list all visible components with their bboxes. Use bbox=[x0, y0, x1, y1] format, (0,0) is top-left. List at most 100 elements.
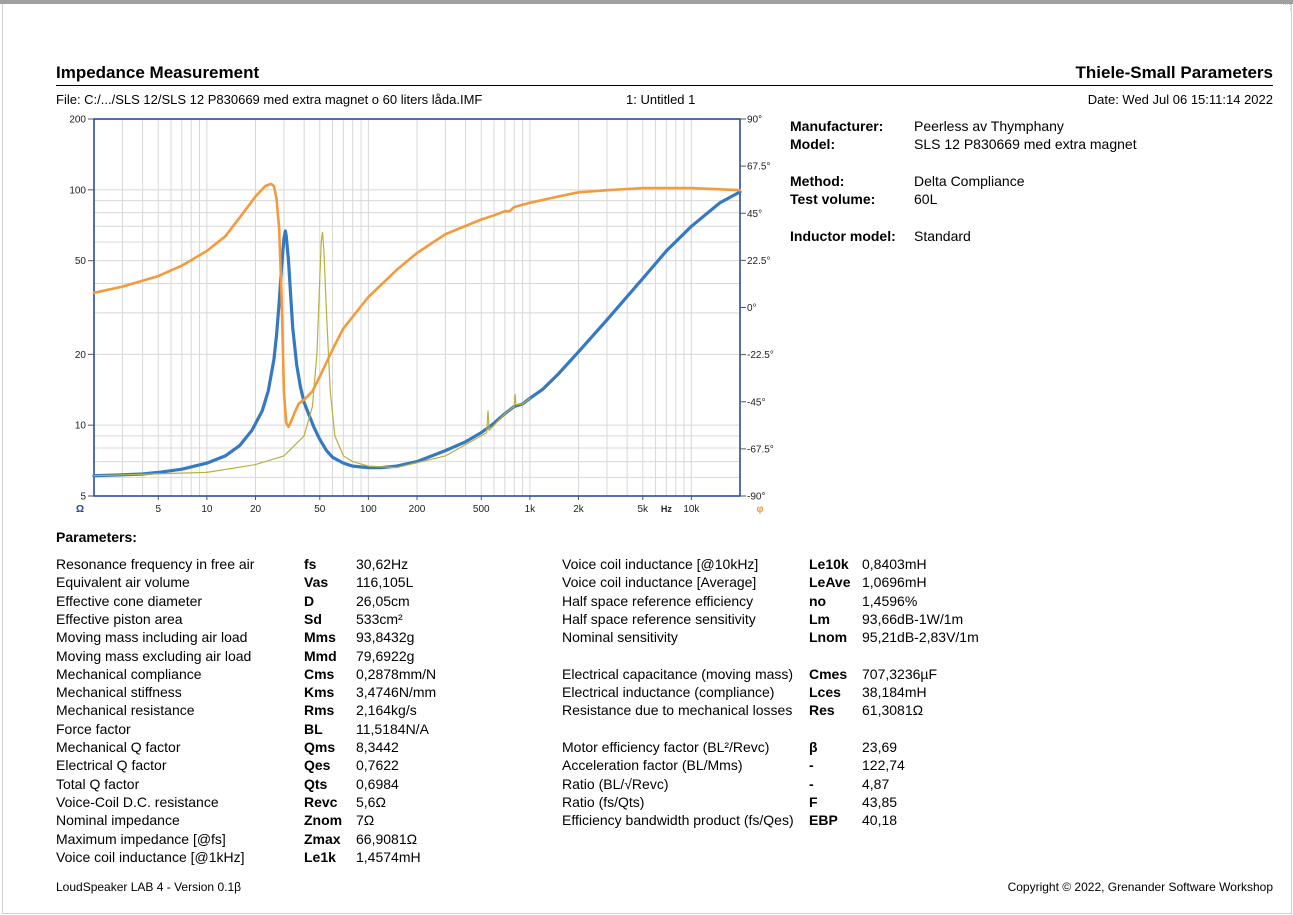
x-tick-label: 10k bbox=[683, 504, 700, 515]
parameter-symbol: Lm bbox=[809, 610, 830, 627]
y-tick-label: 5 bbox=[80, 492, 86, 503]
y-unit-label: Ω bbox=[76, 504, 84, 515]
parameter-value: 93,8432g bbox=[356, 629, 415, 646]
parameter-name: Electrical capacitance (moving mass) bbox=[562, 665, 794, 682]
parameter-name: Acceleration factor (BL/Mms) bbox=[562, 757, 743, 774]
parameter-name: Total Q factor bbox=[56, 775, 140, 792]
parameter-name: Effective cone diameter bbox=[56, 592, 203, 609]
parameter-value: 11,5184N/A bbox=[356, 720, 429, 737]
parameter-symbol: Kms bbox=[304, 684, 335, 701]
spec-label: Inductor model: bbox=[790, 228, 896, 244]
y2-tick-label: -90° bbox=[747, 492, 765, 503]
parameter-value: 26,05cm bbox=[356, 592, 410, 609]
copyright: Copyright © 2022, Grenander Software Wor… bbox=[1007, 880, 1273, 894]
parameter-name: Force factor bbox=[56, 720, 131, 737]
parameter-symbol: F bbox=[809, 793, 818, 810]
parameter-name: Voice coil inductance [Average] bbox=[562, 574, 757, 591]
y2-tick-label: 67.5° bbox=[747, 162, 770, 173]
parameter-name: Effective piston area bbox=[56, 610, 183, 627]
x-tick-label: 500 bbox=[473, 504, 490, 515]
parameter-name: Resonance frequency in free air bbox=[56, 556, 255, 572]
parameter-symbol: fs bbox=[304, 556, 317, 572]
parameter-symbol: Sd bbox=[304, 610, 322, 627]
y-tick-label: 10 bbox=[75, 421, 87, 432]
x-tick-label: 10 bbox=[201, 504, 213, 515]
parameter-value: 7Ω bbox=[356, 812, 375, 829]
parameter-symbol: Lnom bbox=[809, 629, 848, 646]
parameter-value: 66,9081Ω bbox=[356, 830, 418, 847]
parameter-symbol: Znom bbox=[304, 812, 343, 829]
parameter-value: 0,8403mH bbox=[862, 556, 927, 572]
y-tick-label: 20 bbox=[75, 350, 87, 361]
x-tick-label: 2k bbox=[573, 504, 585, 515]
spec-label: Method: bbox=[790, 173, 845, 189]
parameter-symbol: Le10k bbox=[809, 556, 849, 572]
parameter-value: 2,164kg/s bbox=[356, 702, 417, 719]
window-top-bar bbox=[0, 0, 1293, 4]
parameter-value: 43,85 bbox=[862, 793, 898, 810]
y-tick-label: 100 bbox=[69, 185, 86, 196]
y2-tick-label: 90° bbox=[747, 115, 762, 126]
parameter-name: Mechanical stiffness bbox=[56, 684, 182, 701]
measurement-date: Date: Wed Jul 06 15:11:14 2022 bbox=[1087, 92, 1273, 107]
spec-value: 60L bbox=[914, 191, 938, 207]
parameter-name: Nominal sensitivity bbox=[562, 629, 678, 646]
x-tick-label: 100 bbox=[360, 504, 377, 515]
parameter-name: Equivalent air volume bbox=[56, 574, 190, 591]
parameter-name: Moving mass excluding air load bbox=[56, 647, 252, 664]
parameter-value: 1,4574mH bbox=[356, 848, 421, 865]
impedance-chart: 5 10 20 50 100 200 500 1k 2k 5k 10k Hz 200 100 50 20 10 5… bbox=[69, 115, 774, 516]
parameter-symbol: Qes bbox=[304, 757, 331, 774]
parameter-value: 95,21dB-2,83V/1m bbox=[862, 629, 979, 646]
parameter-symbol: Mmd bbox=[304, 647, 337, 664]
parameter-value: 8,3442 bbox=[356, 739, 399, 755]
parameter-name: Moving mass including air load bbox=[56, 629, 248, 646]
parameter-value: 1,4596% bbox=[862, 592, 918, 609]
page-corner-icon bbox=[1283, 4, 1291, 12]
reference-curve bbox=[93, 231, 531, 477]
y2-tick-label: -67.5° bbox=[747, 444, 774, 455]
y2-tick-label: -22.5° bbox=[747, 350, 774, 361]
x-tick-label: 1k bbox=[525, 504, 537, 515]
parameter-symbol: Qms bbox=[304, 739, 336, 755]
y2-tick-label: 45° bbox=[747, 209, 762, 220]
parameter-name: Ratio (fs/Qts) bbox=[562, 793, 645, 810]
parameter-value: 23,69 bbox=[862, 739, 898, 755]
parameter-symbol: Vas bbox=[304, 574, 329, 591]
parameter-value: 122,74 bbox=[862, 757, 905, 774]
parameter-value: 0,7622 bbox=[356, 757, 399, 774]
parameter-name: Half space reference sensitivity bbox=[562, 610, 756, 627]
y2-tick-label: -45° bbox=[747, 397, 765, 408]
x-tick-label: 5k bbox=[637, 504, 649, 515]
impedance-curve bbox=[92, 190, 742, 478]
parameter-name: Ratio (BL/√Revc) bbox=[562, 775, 669, 792]
parameter-symbol: Rms bbox=[304, 702, 335, 719]
y2-tick-label: 0° bbox=[747, 303, 757, 314]
file-path: File: C:/.../SLS 12/SLS 12 P830669 med e… bbox=[56, 92, 483, 107]
spec-value: Delta Compliance bbox=[914, 173, 1025, 189]
parameter-value: 30,62Hz bbox=[356, 556, 409, 572]
parameter-symbol: β bbox=[809, 739, 818, 755]
spec-value: SLS 12 P830669 med extra magnet bbox=[914, 136, 1137, 152]
thiele-small-title: Thiele-Small Parameters bbox=[1075, 63, 1273, 82]
y2-tick-label: 22.5° bbox=[747, 256, 770, 267]
x-tick-label: 200 bbox=[409, 504, 426, 515]
parameter-symbol: Zmax bbox=[304, 830, 341, 847]
y2-unit-label: φ bbox=[756, 504, 763, 515]
parameter-symbol: - bbox=[809, 775, 814, 792]
parameter-symbol: D bbox=[304, 592, 315, 609]
parameter-symbol: EBP bbox=[809, 812, 838, 829]
parameter-value: 116,105L bbox=[356, 574, 414, 591]
spec-label: Model: bbox=[790, 136, 836, 152]
parameter-name: Efficiency bandwidth product (fs/Qes) bbox=[562, 812, 794, 829]
parameter-symbol: Cms bbox=[304, 665, 335, 682]
parameters-title: Parameters: bbox=[56, 529, 137, 545]
y-tick-label: 200 bbox=[69, 115, 86, 126]
impedance-measurement-title: Impedance Measurement bbox=[56, 63, 260, 82]
parameter-name: Half space reference efficiency bbox=[562, 592, 754, 609]
parameter-symbol: Revc bbox=[304, 793, 338, 810]
parameter-name: Resistance due to mechanical losses bbox=[562, 702, 793, 719]
measurement-name: 1: Untitled 1 bbox=[626, 92, 696, 107]
parameter-name: Voice coil inductance [@10kHz] bbox=[562, 556, 759, 572]
header-divider bbox=[56, 85, 1273, 86]
